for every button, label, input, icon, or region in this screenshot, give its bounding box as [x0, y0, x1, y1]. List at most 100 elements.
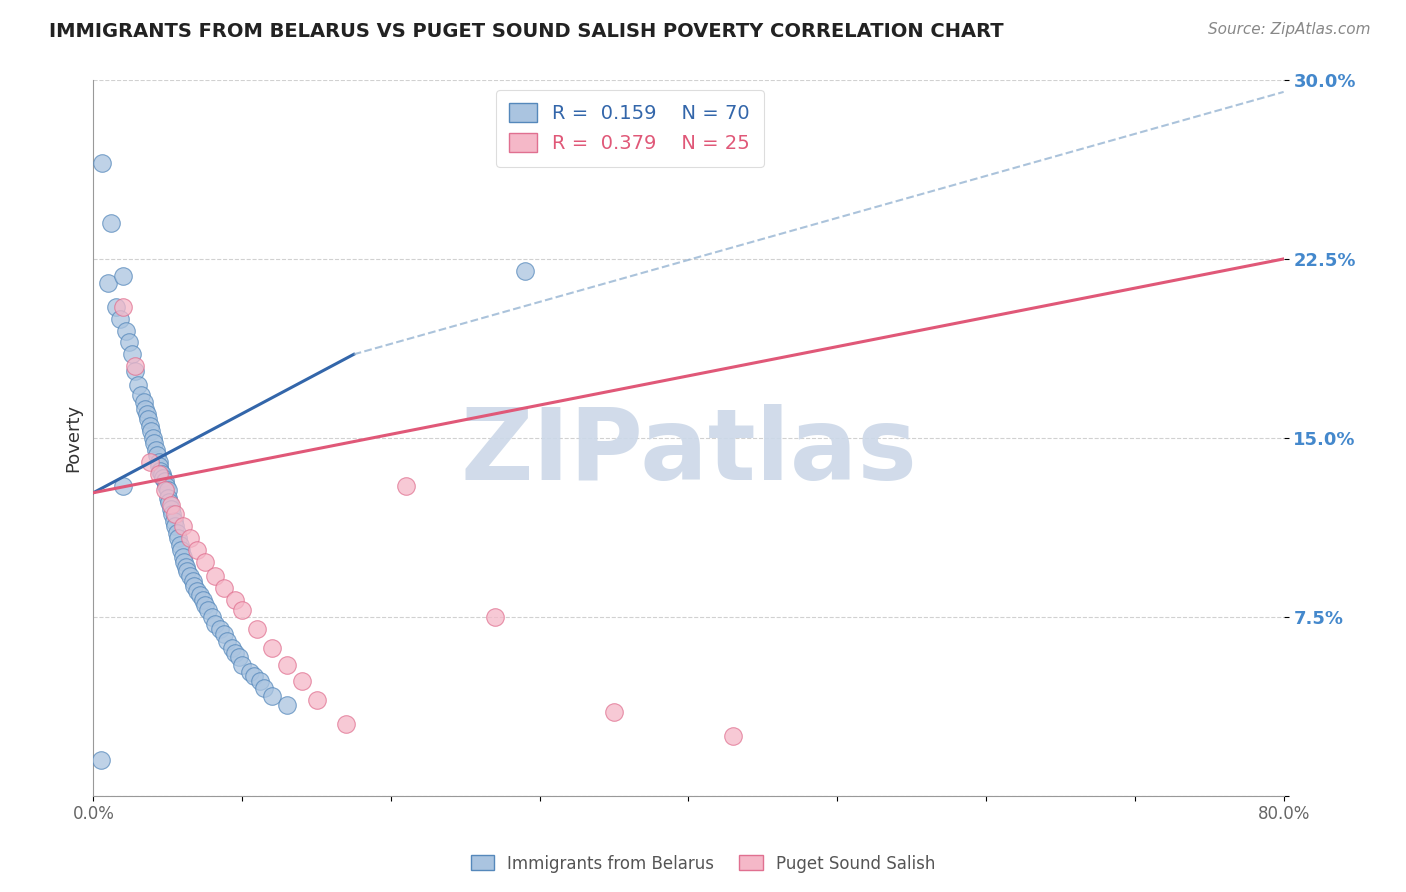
- Point: [124, 364, 146, 378]
- Point: [139, 419, 162, 434]
- Point: [224, 646, 246, 660]
- Point: [166, 526, 188, 541]
- Point: [243, 669, 266, 683]
- Point: [138, 411, 160, 425]
- Point: [142, 431, 165, 445]
- Legend: R =  0.159    N = 70, R =  0.379    N = 25: R = 0.159 N = 70, R = 0.379 N = 25: [496, 90, 763, 167]
- Point: [174, 559, 197, 574]
- Point: [170, 543, 193, 558]
- Point: [603, 705, 626, 719]
- Point: [141, 424, 163, 438]
- Point: [513, 264, 536, 278]
- Legend: Immigrants from Belarus, Puget Sound Salish: Immigrants from Belarus, Puget Sound Sal…: [464, 848, 942, 880]
- Point: [148, 467, 170, 481]
- Point: [163, 515, 186, 529]
- Point: [172, 519, 194, 533]
- Point: [186, 543, 208, 558]
- Point: [148, 459, 170, 474]
- Point: [201, 609, 224, 624]
- Point: [190, 588, 212, 602]
- Point: [115, 324, 138, 338]
- Point: [224, 593, 246, 607]
- Text: IMMIGRANTS FROM BELARUS VS PUGET SOUND SALISH POVERTY CORRELATION CHART: IMMIGRANTS FROM BELARUS VS PUGET SOUND S…: [49, 22, 1004, 41]
- Point: [276, 657, 298, 672]
- Point: [208, 622, 231, 636]
- Point: [249, 674, 271, 689]
- Point: [173, 555, 195, 569]
- Point: [238, 665, 260, 679]
- Point: [149, 464, 172, 478]
- Point: [97, 276, 120, 290]
- Point: [121, 347, 143, 361]
- Point: [335, 717, 357, 731]
- Point: [179, 531, 201, 545]
- Point: [291, 674, 314, 689]
- Point: [159, 502, 181, 516]
- Point: [167, 531, 190, 545]
- Point: [169, 538, 191, 552]
- Point: [127, 378, 149, 392]
- Point: [156, 483, 179, 498]
- Point: [253, 681, 276, 696]
- Point: [176, 565, 198, 579]
- Point: [395, 478, 418, 492]
- Point: [156, 491, 179, 505]
- Y-axis label: Poverty: Poverty: [65, 404, 82, 472]
- Point: [212, 626, 235, 640]
- Point: [186, 583, 208, 598]
- Point: [153, 483, 176, 498]
- Point: [217, 633, 239, 648]
- Point: [132, 395, 155, 409]
- Point: [146, 448, 169, 462]
- Point: [129, 388, 152, 402]
- Point: [124, 359, 146, 374]
- Point: [135, 407, 157, 421]
- Point: [112, 478, 135, 492]
- Point: [197, 602, 219, 616]
- Point: [91, 156, 114, 170]
- Point: [143, 435, 166, 450]
- Point: [108, 311, 131, 326]
- Point: [231, 657, 253, 672]
- Point: [276, 698, 298, 712]
- Point: [212, 581, 235, 595]
- Point: [118, 335, 141, 350]
- Text: Source: ZipAtlas.com: Source: ZipAtlas.com: [1208, 22, 1371, 37]
- Point: [183, 579, 205, 593]
- Point: [194, 598, 217, 612]
- Text: ZIPatlas: ZIPatlas: [460, 404, 917, 500]
- Point: [204, 617, 226, 632]
- Point: [148, 455, 170, 469]
- Point: [112, 300, 135, 314]
- Point: [231, 602, 253, 616]
- Point: [194, 555, 217, 569]
- Point: [112, 268, 135, 283]
- Point: [260, 689, 283, 703]
- Point: [152, 471, 174, 485]
- Point: [145, 442, 167, 457]
- Point: [153, 474, 176, 488]
- Point: [484, 609, 506, 624]
- Point: [204, 569, 226, 583]
- Point: [139, 455, 162, 469]
- Point: [150, 467, 173, 481]
- Point: [100, 216, 122, 230]
- Point: [172, 550, 194, 565]
- Point: [160, 507, 183, 521]
- Point: [134, 402, 156, 417]
- Point: [90, 753, 112, 767]
- Point: [159, 498, 181, 512]
- Point: [181, 574, 204, 588]
- Point: [155, 478, 177, 492]
- Point: [721, 729, 744, 743]
- Point: [179, 569, 201, 583]
- Point: [193, 593, 215, 607]
- Point: [260, 640, 283, 655]
- Point: [246, 622, 269, 636]
- Point: [157, 495, 180, 509]
- Point: [228, 650, 250, 665]
- Point: [221, 640, 243, 655]
- Point: [165, 507, 187, 521]
- Point: [305, 693, 328, 707]
- Point: [104, 300, 127, 314]
